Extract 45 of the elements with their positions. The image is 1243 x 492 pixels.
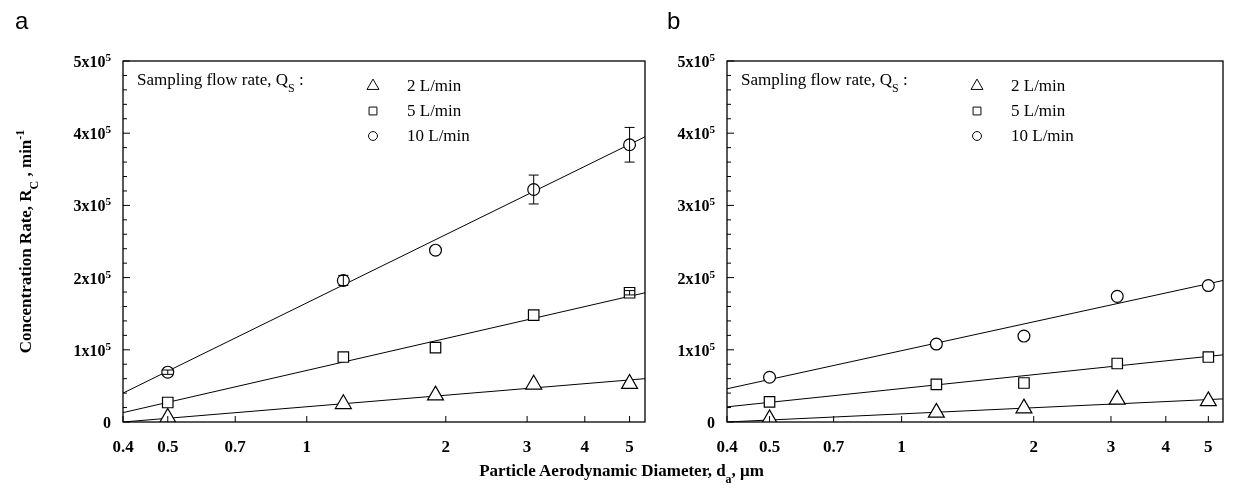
y-tick-label: 4x10$^{5}$: [73, 123, 112, 143]
point: [525, 374, 543, 390]
x-tick-label: 2: [441, 437, 451, 456]
x-tick-label: 5: [625, 437, 634, 456]
legend-label: 5 L/min: [1011, 101, 1066, 120]
point: [426, 385, 445, 401]
legend-label: 2 L/min: [407, 76, 462, 95]
legend-title: Sampling flow rate, Q$_{S}$ :: [741, 70, 908, 95]
point: [429, 341, 442, 354]
chart-title: b: [667, 7, 681, 34]
x-tick-label: 0.5: [758, 437, 781, 456]
y-tick-label: 1x10$^{5}$: [677, 339, 716, 359]
x-tick-label: 0.4: [716, 437, 739, 456]
x-tick-label: 3: [1106, 437, 1116, 456]
y-tick-label: 3x10$^{5}$: [677, 195, 716, 215]
y-tick-label: 5x10$^{5}$: [677, 51, 716, 70]
x-tick-label: 1: [302, 437, 312, 456]
x-tick-label: 3: [522, 437, 532, 456]
legend-label: 2 L/min: [1011, 76, 1066, 95]
y-tick-label: 2x10$^{5}$: [73, 267, 112, 287]
y-tick-label: 5x10$^{5}$: [73, 51, 112, 70]
y-tick-label: 0: [103, 414, 111, 431]
y-tick-label: 0: [707, 414, 715, 431]
point: [428, 243, 443, 257]
y-tick-label: 1x10$^{5}$: [73, 339, 112, 359]
x-tick-label: 1: [897, 437, 906, 456]
x-tick-label: 0.4: [112, 437, 135, 456]
point: [527, 309, 540, 321]
legend-label: 10 L/min: [1011, 126, 1075, 145]
x-tick-label: 0.7: [224, 437, 247, 456]
x-tick-label: 0.5: [157, 437, 179, 456]
x-tick-label: 2: [1029, 437, 1038, 456]
chart-title: a: [15, 7, 29, 34]
y-tick-label: 2x10$^{5}$: [677, 267, 716, 287]
point: [621, 373, 639, 389]
x-tick-label: 5: [1204, 437, 1213, 456]
y-tick-label: 3x10$^{5}$: [73, 195, 112, 215]
x-tick-label: 0.7: [823, 437, 845, 456]
legend-label: 5 L/min: [407, 101, 462, 120]
x-tick-label: 4: [1161, 437, 1171, 456]
x-axis-title: Particle Aerodynamic Diameter, d$_{a}$, μm: [479, 461, 764, 486]
legend-title: Sampling flow rate, Q$_{S}$ :: [137, 70, 304, 95]
y-tick-label: 4x10$^{5}$: [677, 123, 716, 143]
x-tick-label: 4: [580, 437, 590, 456]
legend-label: 10 L/min: [407, 126, 471, 145]
